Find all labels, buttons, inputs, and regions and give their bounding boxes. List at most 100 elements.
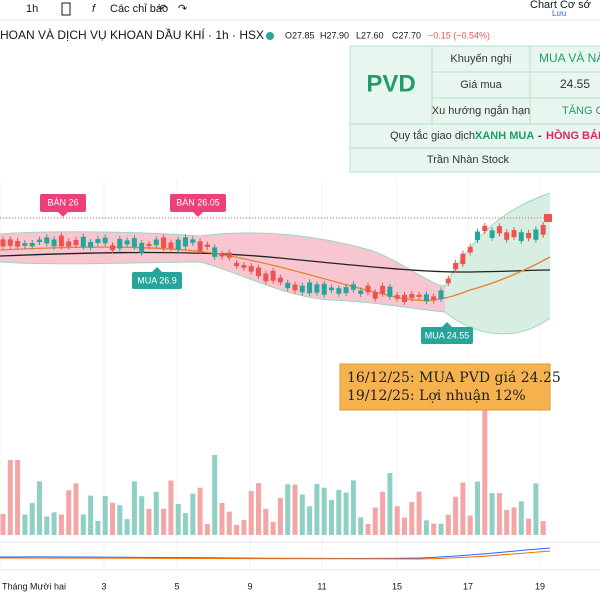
- candle-body: [51, 239, 57, 247]
- note-line: 19/12/25: Lợi nhuận 12%: [347, 388, 526, 404]
- candle-body: [277, 277, 283, 283]
- volume-bar: [350, 480, 356, 535]
- volume-bar: [504, 509, 510, 535]
- candle-body: [343, 287, 349, 294]
- ohlc-value: −0.15 (−0.54%): [428, 30, 490, 40]
- volume-bar: [51, 512, 57, 535]
- rule-buy: XANH MUA: [475, 130, 534, 142]
- candle-body: [7, 239, 13, 246]
- volume-bar: [7, 460, 13, 535]
- candle-body: [350, 284, 356, 290]
- volume-bar: [299, 494, 305, 535]
- volume-bar: [117, 505, 123, 535]
- volume-bar: [161, 508, 167, 535]
- bollinger-fill-bull: [445, 193, 550, 334]
- ma-slow: [0, 251, 551, 273]
- volume-bar: [58, 514, 64, 535]
- save-button[interactable]: Lưu: [552, 9, 566, 18]
- candle-body: [22, 243, 28, 246]
- volume-bar: [15, 460, 21, 535]
- candle-body: [146, 243, 152, 247]
- volume-bar: [204, 524, 210, 535]
- signal-line: [0, 550, 551, 560]
- candle-body: [241, 265, 247, 268]
- candle-body: [409, 293, 415, 299]
- volume-bar: [37, 481, 42, 535]
- x-axis-label: Tháng Mười hai: [2, 581, 66, 591]
- redo-icon[interactable]: ↷: [178, 3, 187, 15]
- candle-body: [183, 237, 188, 247]
- ma-fast: [0, 246, 551, 302]
- volume-bar: [416, 491, 422, 535]
- volume-bar: [358, 517, 364, 535]
- x-axis-label: 9: [247, 581, 252, 591]
- volume-bar: [102, 495, 108, 535]
- candle-type-icon[interactable]: [61, 2, 71, 16]
- volume-bar: [153, 491, 159, 535]
- candle-body: [387, 286, 393, 297]
- candle-body: [190, 239, 196, 243]
- candle-body: [15, 241, 21, 247]
- candle-body: [175, 239, 181, 250]
- candle-body: [102, 237, 108, 244]
- volume-bar: [234, 524, 240, 535]
- candle-body: [153, 239, 159, 246]
- volume-bar: [66, 490, 72, 535]
- volume-bar: [489, 493, 495, 535]
- candle-body: [80, 236, 86, 247]
- candle-body: [416, 294, 422, 297]
- toolbar: [0, 0, 600, 20]
- indicators-icon[interactable]: f: [92, 3, 96, 15]
- panel-author: Trần Nhàn Stock: [427, 154, 510, 166]
- candle-body: [212, 247, 218, 257]
- panel-ticker: PVD: [366, 70, 415, 97]
- candle-body: [402, 294, 407, 302]
- candle-body: [504, 232, 510, 240]
- layout-name[interactable]: Chart Cơ sở: [530, 0, 591, 11]
- undo-icon[interactable]: ↶: [158, 3, 167, 15]
- volume-bar: [219, 503, 225, 535]
- candle-body: [431, 296, 437, 301]
- volume-bar: [540, 521, 546, 535]
- volume: [0, 403, 546, 535]
- volume-bar: [467, 515, 473, 535]
- signal-label: BÁN 26: [47, 197, 78, 207]
- interval-button[interactable]: 1h: [26, 3, 38, 15]
- bollinger-lower: [0, 261, 551, 335]
- volume-bar: [131, 481, 137, 535]
- candle-body: [110, 245, 115, 251]
- volume-bar: [423, 520, 429, 535]
- volume-bar: [190, 493, 196, 535]
- volume-bar: [496, 493, 502, 535]
- candle-body: [445, 278, 451, 284]
- volume-bar: [248, 490, 254, 535]
- volume-bar: [0, 514, 6, 535]
- candle-body: [66, 241, 72, 247]
- candle-body: [526, 232, 532, 239]
- candle-body: [518, 232, 524, 241]
- candle-body: [299, 285, 305, 293]
- candle-body: [131, 238, 137, 247]
- volume-bar: [73, 483, 79, 535]
- candle-body: [44, 237, 50, 244]
- candle-body: [394, 295, 400, 299]
- volume-bar: [365, 524, 371, 535]
- candle-body: [95, 239, 101, 244]
- volume-bar: [336, 489, 342, 535]
- volume-bar: [526, 518, 532, 535]
- candle-body: [460, 253, 466, 265]
- volume-bar: [270, 521, 276, 535]
- candle-body: [285, 282, 291, 289]
- indicators-button[interactable]: Các chỉ báo: [110, 3, 168, 15]
- candle-body: [453, 262, 459, 270]
- note-line: 16/12/25: MUA PVD giá 24.25: [347, 370, 561, 386]
- candle-body: [37, 239, 42, 243]
- volume-bar: [241, 520, 247, 535]
- volume-bar: [482, 403, 488, 535]
- volume-bar: [212, 455, 218, 535]
- buy-signal: MUA 26.9: [132, 267, 182, 289]
- candle-body: [226, 252, 232, 258]
- candle-body: [314, 284, 320, 293]
- candle-body: [234, 262, 240, 267]
